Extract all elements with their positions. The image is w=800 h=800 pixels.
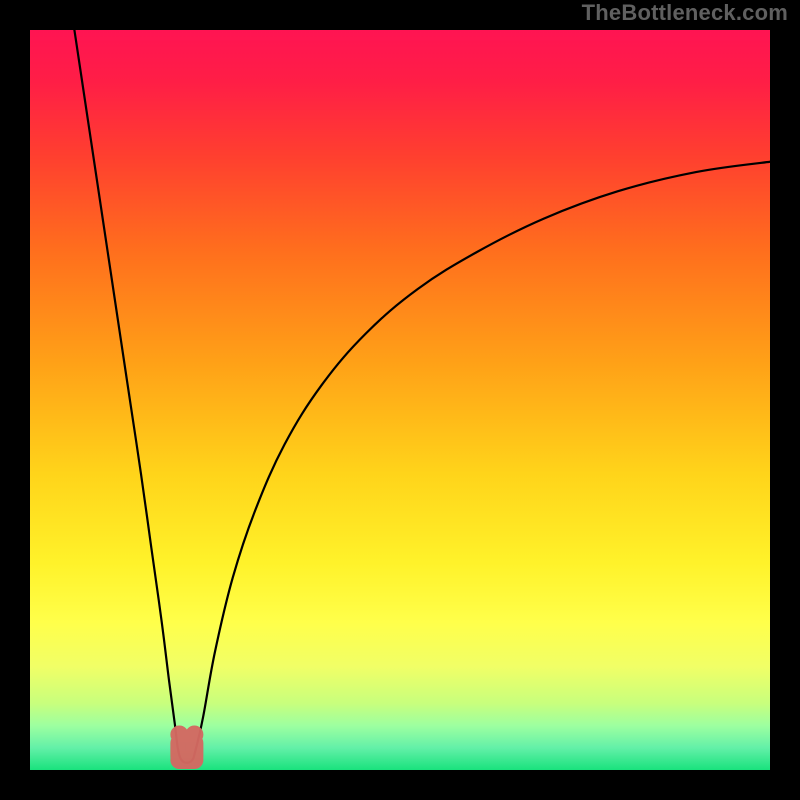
- chart-background: [30, 30, 770, 770]
- dip-marker: [171, 726, 203, 769]
- bottleneck-chart: [0, 0, 800, 800]
- chart-root: TheBottleneck.com: [0, 0, 800, 800]
